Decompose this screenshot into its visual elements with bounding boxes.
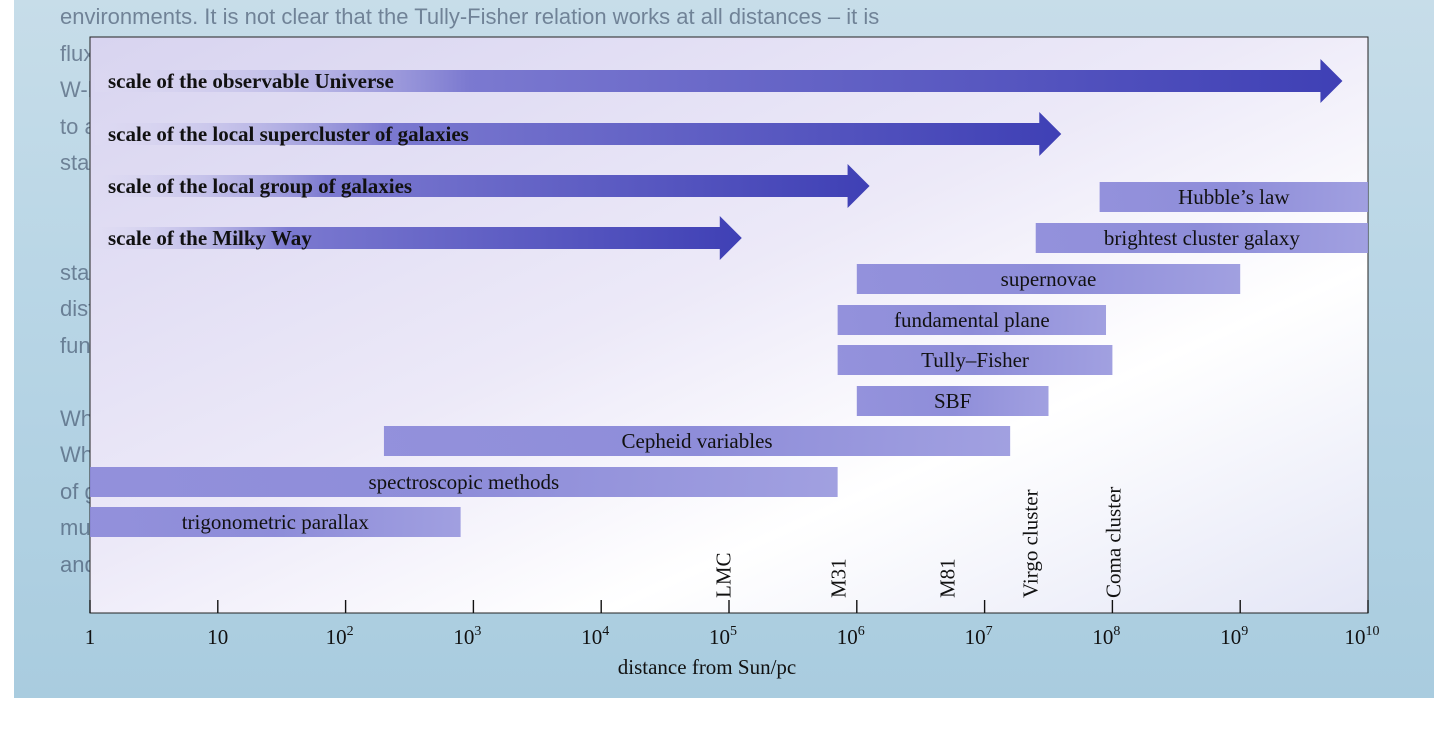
scale-arrow-scale-of-the-local-group-of-galaxies <box>95 164 870 208</box>
marker-m81: M81 <box>935 558 959 598</box>
method-bar-fundamental-plane <box>837 305 1107 335</box>
scale-label-scale-of-the-local-supercluster-of-galaxies: scale of the local supercluster of galax… <box>108 122 469 146</box>
method-bar-hubble-s-law <box>1099 182 1368 212</box>
method-label-hubble-s-law: Hubble’s law <box>1178 185 1290 209</box>
x-tick-label: 108 <box>1092 624 1120 649</box>
x-tick-label: 105 <box>709 624 737 649</box>
x-tick-label: 106 <box>837 624 865 649</box>
scale-label-scale-of-the-observable-universe: scale of the observable Universe <box>108 69 394 93</box>
method-bar-sbf <box>856 386 1049 416</box>
x-tick-label: 109 <box>1220 624 1248 649</box>
method-label-supernovae: supernovae <box>1001 267 1097 291</box>
method-bar-supernovae <box>856 264 1241 294</box>
scale-arrow-scale-of-the-observable-universe <box>95 59 1343 103</box>
x-axis-label: distance from Sun/pc <box>618 655 796 679</box>
scale-label-scale-of-the-milky-way: scale of the Milky Way <box>108 226 312 250</box>
background-text-line: a correlation between the measures in th… <box>60 698 822 699</box>
x-tick-label: 1 <box>85 625 96 649</box>
x-tick-label: 104 <box>581 624 609 649</box>
background-text-line: environments. It is not clear that the T… <box>60 4 880 29</box>
method-bar-spectroscopic-methods <box>90 467 838 497</box>
marker-m31: M31 <box>827 558 851 598</box>
method-label-fundamental-plane: fundamental plane <box>894 308 1050 332</box>
x-tick-label: 103 <box>453 624 481 649</box>
method-label-spectroscopic-methods: spectroscopic methods <box>368 470 559 494</box>
marker-coma-cluster: Coma cluster <box>1101 487 1125 598</box>
method-bar-trigonometric-parallax <box>90 507 461 537</box>
method-label-cepheid-variables: Cepheid variables <box>622 429 773 453</box>
marker-virgo-cluster: Virgo cluster <box>1018 489 1042 598</box>
method-bar-tully-fisher <box>837 345 1113 375</box>
method-bar-cepheid-variables <box>383 426 1011 456</box>
method-label-sbf: SBF <box>934 389 971 413</box>
method-label-brightest-cluster-galaxy: brightest cluster galaxy <box>1104 226 1300 250</box>
method-label-tully-fisher: Tully–Fisher <box>921 348 1029 372</box>
marker-lmc: LMC <box>712 552 736 598</box>
scale-label-scale-of-the-local-group-of-galaxies: scale of the local group of galaxies <box>108 174 412 198</box>
x-tick-label: 107 <box>965 624 993 649</box>
scale-arrow-scale-of-the-local-supercluster-of-galaxies <box>95 112 1062 156</box>
x-tick-label: 10 <box>207 625 228 649</box>
x-tick-label: 1010 <box>1345 624 1380 649</box>
method-bar-brightest-cluster-galaxy <box>1035 223 1368 253</box>
x-tick-label: 102 <box>326 624 354 649</box>
scale-arrow-scale-of-the-milky-way <box>95 216 742 260</box>
method-label-trigonometric-parallax: trigonometric parallax <box>182 510 370 534</box>
